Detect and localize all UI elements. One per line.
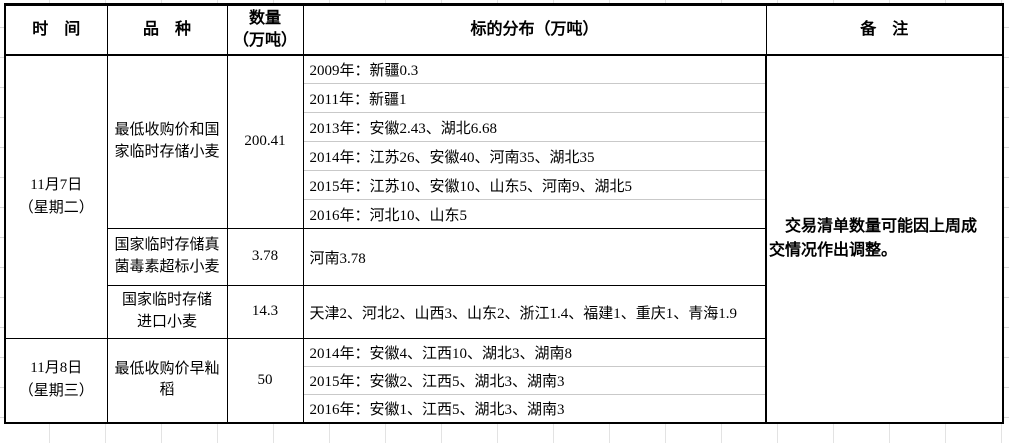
column-header-time: 时 间 xyxy=(4,4,108,56)
distribution-cell-rice-2016: 2016年：安徽1、江西5、湖北3、湖南3 xyxy=(302,394,767,423)
quantity-cell-early-indica-rice: 50 xyxy=(226,338,304,423)
table-row: 11月8日 （星期三） 最低收购价早籼 稻 50 2014年：安徽4、江西10、… xyxy=(4,338,1003,423)
table-row: 11月7日 （星期二） 最低收购价和国 家临时存储小麦 200.41 2009年… xyxy=(4,54,1004,423)
variety-cell-mycotoxin-wheat: 国家临时存储真 菌毒素超标小麦 xyxy=(106,228,228,286)
column-header-quantity: 数量 （万吨） xyxy=(226,4,304,56)
variety-cell-early-indica-rice: 最低收购价早籼 稻 xyxy=(106,338,228,423)
distribution-cell-henan: 河南3.78 xyxy=(302,228,767,286)
quantity-cell-mycotoxin-wheat: 3.78 xyxy=(226,228,304,286)
column-header-remark: 备 注 xyxy=(765,4,1004,56)
variety-cell-imported-wheat: 国家临时存储 进口小麦 xyxy=(106,285,228,339)
table-row: 2015年：江苏10、安徽10、山东5、河南9、湖北5 xyxy=(5,170,1003,200)
distribution-cell-rice-2014: 2014年：安徽4、江西10、湖北3、湖南8 xyxy=(302,338,767,367)
distribution-cell-2014: 2014年：江苏26、安徽40、河南35、湖北35 xyxy=(302,141,767,171)
auction-schedule-table: 时 间 品 种 数量 （万吨） 标的分布（万吨） 备 注 11月7日 （星期二）… xyxy=(4,3,1004,424)
distribution-cell-2016: 2016年：河北10、山东5 xyxy=(302,199,767,229)
distribution-cell-rice-2015: 2015年：安徽2、江西5、湖北3、湖南3 xyxy=(302,366,767,395)
distribution-cell-imported-wheat: 天津2、河北2、山西3、山东2、浙江1.4、福建1、重庆1、青海1.9 xyxy=(302,285,767,339)
column-header-distribution: 标的分布（万吨） xyxy=(302,4,767,56)
date-cell-nov8: 11月8日 （星期三） xyxy=(4,338,108,423)
table-row: 2016年：河北10、山东5 xyxy=(5,199,1003,229)
remark-cell: 交易清单数量可能因上周成 交情况作出调整。 xyxy=(765,54,1004,423)
quantity-cell-imported-wheat: 14.3 xyxy=(226,285,304,339)
distribution-cell-2011: 2011年：新疆1 xyxy=(302,83,767,113)
variety-cell-minprice-wheat: 最低收购价和国 家临时存储小麦 xyxy=(106,54,228,229)
header-row: 时 间 品 种 数量 （万吨） 标的分布（万吨） 备 注 xyxy=(4,4,1004,56)
date-cell-nov7: 11月7日 （星期二） xyxy=(4,54,108,339)
column-header-variety: 品 种 xyxy=(106,4,228,56)
distribution-cell-2009: 2009年：新疆0.3 xyxy=(302,54,767,84)
distribution-cell-2013: 2013年：安徽2.43、湖北6.68 xyxy=(302,112,767,142)
table-row: 2013年：安徽2.43、湖北6.68 xyxy=(5,112,1003,142)
table-row: 国家临时存储真 菌毒素超标小麦 3.78 河南3.78 xyxy=(5,228,1003,286)
quantity-cell-minprice-wheat: 200.41 xyxy=(226,54,304,229)
table-row: 2016年：安徽1、江西5、湖北3、湖南3 xyxy=(5,394,1003,423)
table-row: 2011年：新疆1 xyxy=(5,83,1003,113)
distribution-cell-2015: 2015年：江苏10、安徽10、山东5、河南9、湖北5 xyxy=(302,170,767,200)
